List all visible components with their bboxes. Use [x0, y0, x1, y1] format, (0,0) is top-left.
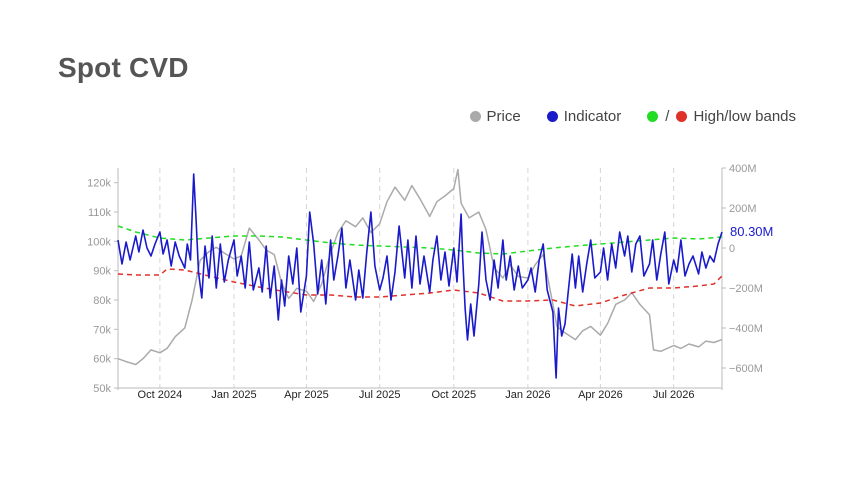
- series-indicator-line: [117, 173, 723, 379]
- right-tick-label: −600M: [729, 363, 763, 375]
- x-tick-label: Jan 2026: [505, 389, 550, 401]
- series-layer: [117, 168, 723, 379]
- x-tick-label: Apr 2025: [284, 389, 329, 401]
- legend-item-indicator[interactable]: Indicator: [546, 108, 622, 125]
- x-tick-label: Apr 2026: [578, 389, 623, 401]
- left-tick-label: 50k: [93, 383, 111, 395]
- left-tick-label: 100k: [87, 236, 111, 248]
- x-tick-label: Jul 2025: [359, 389, 401, 401]
- legend: Price Indicator / High/low bands: [469, 108, 796, 125]
- legend-item-price[interactable]: Price: [469, 108, 521, 125]
- right-tick-label: 0: [729, 243, 735, 255]
- left-tick-label: 120k: [87, 178, 111, 190]
- legend-slash: /: [665, 108, 670, 125]
- left-tick-label: 60k: [93, 354, 111, 366]
- legend-item-bands[interactable]: / High/low bands: [647, 108, 796, 125]
- left-tick-label: 110k: [88, 207, 112, 219]
- legend-bands-label: High/low bands: [693, 108, 796, 125]
- legend-indicator-label: Indicator: [563, 108, 622, 125]
- x-tick-label: Jan 2025: [211, 389, 256, 401]
- series-high-band-line: [117, 225, 723, 255]
- legend-price-label: Price: [486, 108, 521, 125]
- series-low-band-line: [117, 268, 723, 307]
- left-tick-label: 90k: [93, 266, 111, 278]
- page-title: Spot CVD: [58, 52, 189, 83]
- price-dot-icon: [469, 111, 481, 122]
- grid-layer: [159, 168, 675, 388]
- right-tick-label: −200M: [729, 283, 763, 295]
- right-tick-label: 200M: [729, 203, 757, 215]
- axis-layer: [114, 167, 726, 390]
- right-tick-label: 400M: [729, 163, 757, 175]
- left-tick-label: 80k: [93, 295, 111, 307]
- x-tick-label: Oct 2024: [138, 389, 183, 401]
- right-tick-label: −400M: [729, 323, 763, 335]
- last-value-label: 80.30M: [730, 224, 773, 239]
- left-tick-label: 70k: [93, 324, 111, 336]
- high-band-dot-icon: [647, 111, 659, 122]
- x-tick-label: Oct 2025: [432, 389, 477, 401]
- x-tick-label: Jul 2026: [653, 389, 695, 401]
- low-band-dot-icon: [676, 111, 688, 122]
- indicator-dot-icon: [546, 111, 558, 122]
- label-layer: Oct 2024 Jan 2025 Apr 2025 Jul 2025 Oct 2025…: [87, 163, 773, 401]
